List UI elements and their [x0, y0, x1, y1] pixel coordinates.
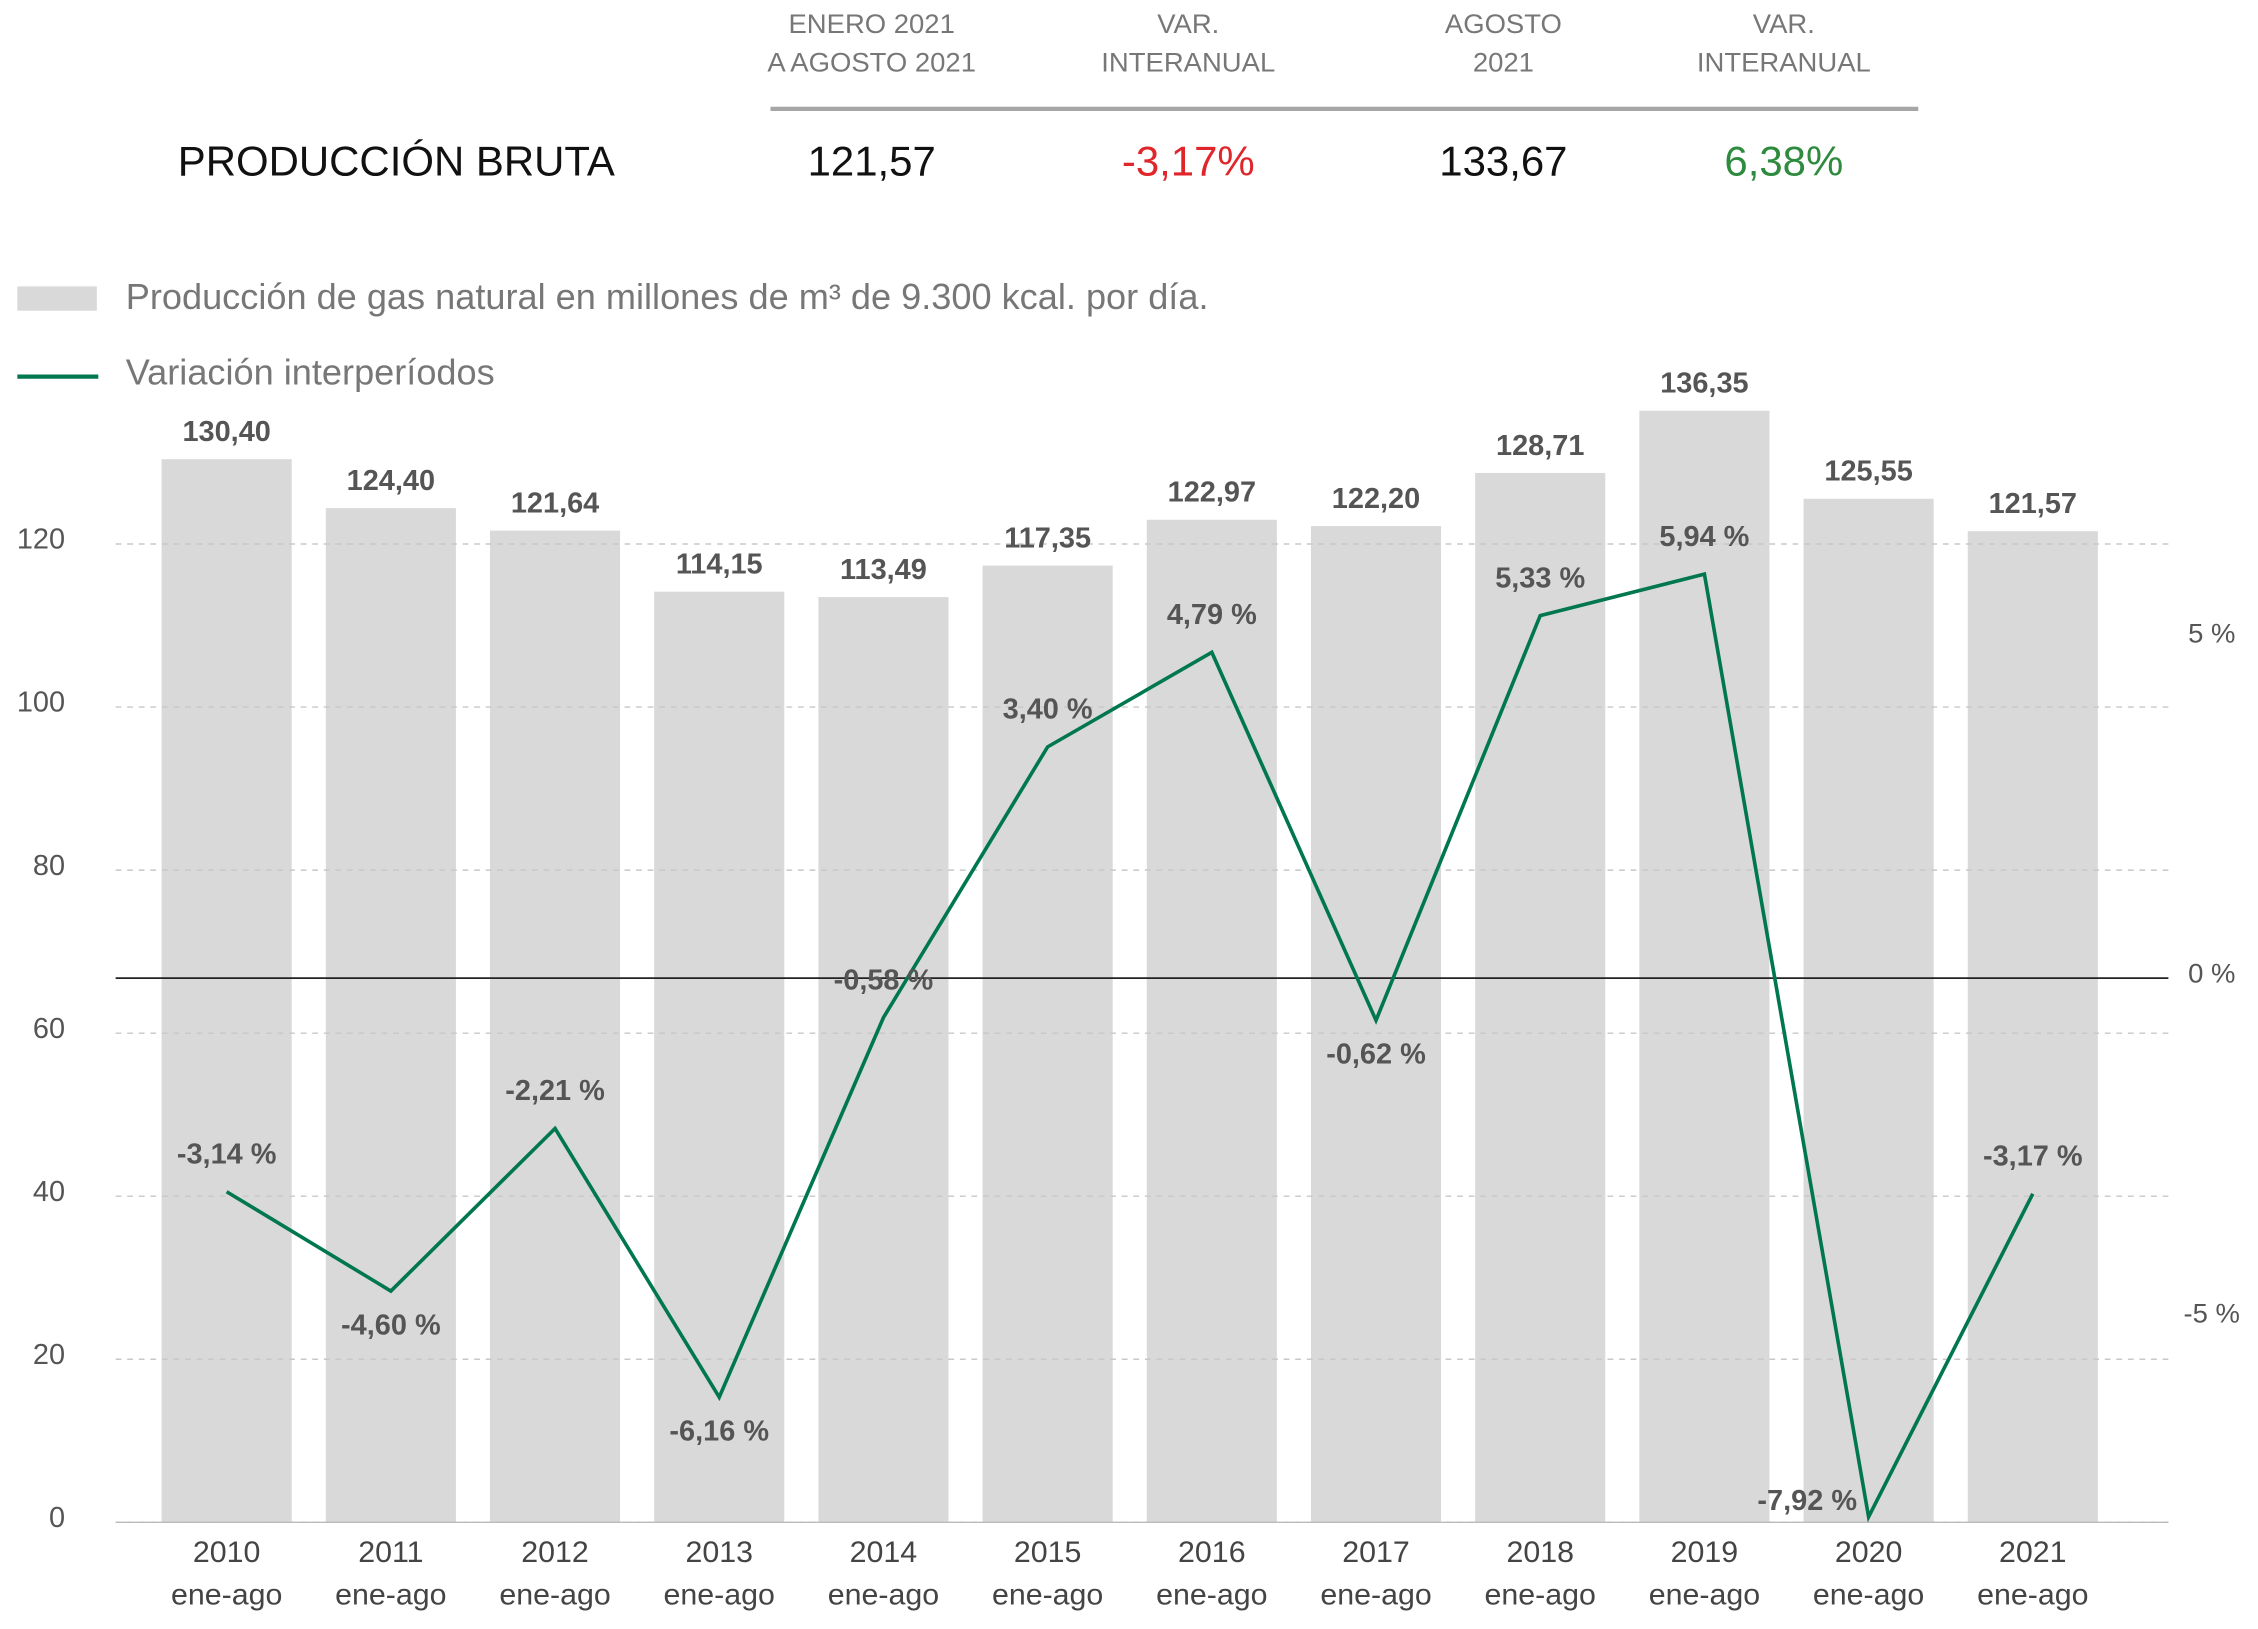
bar: [489, 530, 621, 1523]
bar-value-label: 136,35: [1660, 368, 1748, 400]
x-tick-label: 2018: [1506, 1536, 1574, 1569]
x-tick-sublabel: ene-ago: [335, 1579, 446, 1612]
x-tick-sublabel: ene-ago: [1813, 1579, 1924, 1612]
bar: [1639, 410, 1770, 1523]
x-tick-label: 2014: [850, 1536, 918, 1569]
header-label: VAR.: [1157, 8, 1219, 39]
x-tick-label: 2011: [358, 1536, 423, 1569]
x-tick-label: 2020: [1835, 1536, 1903, 1569]
line-value-label: -3,14 %: [177, 1139, 277, 1171]
summary-value: 6,38%: [1724, 138, 1843, 185]
x-tick-sublabel: ene-ago: [171, 1579, 282, 1612]
header-label: INTERANUAL: [1101, 47, 1275, 78]
bar-value-label: 113,49: [840, 554, 927, 586]
x-tick-sublabel: ene-ago: [1156, 1579, 1267, 1612]
header-label: VAR.: [1753, 8, 1815, 39]
y-tick-label: 60: [33, 1013, 65, 1045]
x-tick-label: 2013: [685, 1536, 753, 1569]
y-tick-label: 120: [17, 524, 65, 556]
header-label: 2021: [1473, 47, 1534, 78]
bar: [654, 591, 785, 1523]
y-tick-label: 80: [33, 850, 65, 882]
y2-tick-label: 5 %: [2188, 617, 2235, 648]
line-value-label: -6,16 %: [669, 1416, 769, 1448]
header-label: ENERO 2021: [789, 8, 955, 39]
row-label: PRODUCCIÓN BRUTA: [178, 138, 615, 185]
header-label: INTERANUAL: [1697, 47, 1871, 78]
x-tick-label: 2010: [193, 1536, 261, 1569]
summary-value: -3,17%: [1122, 138, 1255, 185]
bar: [982, 565, 1113, 1523]
bar-value-label: 122,20: [1332, 483, 1420, 515]
line-value-label: 4,79 %: [1167, 599, 1257, 631]
x-tick-label: 2019: [1671, 1536, 1739, 1569]
x-tick-sublabel: ene-ago: [828, 1579, 939, 1612]
bar: [1803, 498, 1934, 1523]
bar-value-label: 114,15: [676, 549, 763, 581]
y-tick-label: 40: [33, 1176, 65, 1208]
bar: [1475, 472, 1606, 1523]
line-value-label: -0,58 %: [834, 964, 934, 996]
bar: [1146, 519, 1277, 1523]
y2-tick-label: 0 %: [2188, 958, 2235, 989]
line-value-label: 3,40 %: [1003, 694, 1093, 726]
bar-value-label: 124,40: [347, 465, 435, 497]
line-series: [225, 571, 2035, 1523]
y-tick-label: 100: [17, 687, 65, 719]
bar: [325, 508, 456, 1523]
legend-swatch: [17, 286, 97, 311]
bar: [161, 459, 292, 1523]
x-tick-sublabel: ene-ago: [499, 1579, 610, 1612]
header-label: A AGOSTO 2021: [767, 47, 976, 78]
x-tick-sublabel: ene-ago: [992, 1579, 1103, 1612]
y2-tick-label: -5 %: [2184, 1298, 2240, 1329]
y-tick-label: 0: [49, 1502, 65, 1534]
line-value-label: -2,21 %: [505, 1075, 605, 1107]
legend-label: Producción de gas natural en millones de…: [126, 276, 1209, 317]
line-value-label: 5,94 %: [1659, 521, 1749, 553]
x-tick-label: 2012: [521, 1536, 589, 1569]
bar: [1967, 531, 2098, 1523]
legend-label: Variación interperíodos: [126, 352, 495, 393]
x-tick-label: 2017: [1342, 1536, 1410, 1569]
summary-value: 133,67: [1439, 138, 1567, 185]
x-tick-label: 2016: [1178, 1536, 1246, 1569]
line-value-label: -3,17 %: [1983, 1141, 2083, 1173]
line-value-label: 5,33 %: [1495, 562, 1585, 594]
bar: [818, 597, 949, 1523]
x-tick-label: 2021: [1999, 1536, 2067, 1569]
x-tick-sublabel: ene-ago: [1649, 1579, 1760, 1612]
x-tick-sublabel: ene-ago: [1320, 1579, 1431, 1612]
x-tick-sublabel: ene-ago: [664, 1579, 775, 1612]
bar-value-label: 121,57: [1989, 488, 2077, 520]
line-value-label: -7,92 %: [1757, 1485, 1857, 1517]
line-value-label: -0,62 %: [1326, 1039, 1426, 1071]
bar-value-label: 125,55: [1824, 456, 1912, 488]
x-tick-sublabel: ene-ago: [1977, 1579, 2088, 1612]
line-value-label: -4,60 %: [341, 1310, 441, 1342]
x-tick-label: 2015: [1014, 1536, 1082, 1569]
bar-value-label: 117,35: [1004, 522, 1091, 554]
y-tick-label: 20: [33, 1339, 65, 1371]
summary-value: 121,57: [808, 138, 936, 185]
x-tick-sublabel: ene-ago: [1485, 1579, 1596, 1612]
bar-value-label: 128,71: [1496, 430, 1584, 462]
bar-value-label: 130,40: [182, 416, 270, 448]
header-label: AGOSTO: [1445, 8, 1562, 39]
bar-value-label: 121,64: [511, 488, 599, 520]
bar-value-label: 122,97: [1168, 477, 1256, 509]
